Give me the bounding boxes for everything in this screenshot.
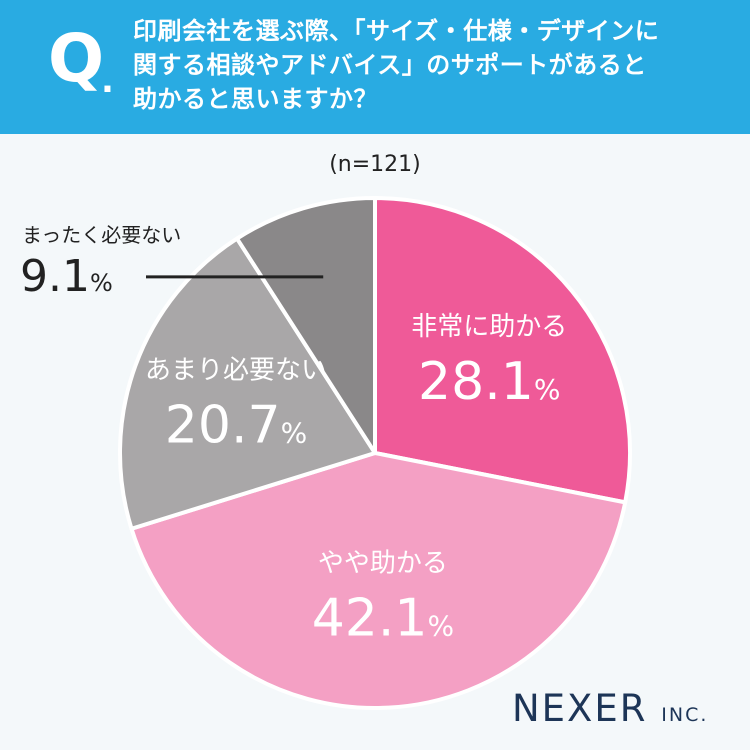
question-line: 印刷会社を選ぶ際、「サイズ・仕様・デザインに xyxy=(133,17,660,45)
pie-slice xyxy=(129,451,628,710)
slice-category-label: あまり必要ない xyxy=(145,355,327,385)
brand-name: NEXER xyxy=(512,687,648,730)
brand-logo: NEXER INC. xyxy=(512,690,708,727)
question-mark: Q xyxy=(48,20,105,97)
question-line: 助かると思いますか？ xyxy=(133,85,378,113)
slice-value-label: 28.1% xyxy=(418,352,560,412)
pie-slice xyxy=(373,196,632,505)
slice-value-label: 9.1% xyxy=(20,251,113,302)
question-text: 印刷会社を選ぶ際、「サイズ・仕様・デザインに 関する相談やアドバイス」のサポート… xyxy=(133,14,733,116)
slice-category-label: やや助かる xyxy=(318,549,448,579)
question-dot: . xyxy=(101,61,114,101)
slice-value-label: 20.7% xyxy=(165,395,307,455)
brand-suffix: INC. xyxy=(661,704,709,726)
question-header: Q . 印刷会社を選ぶ際、「サイズ・仕様・デザインに 関する相談やアドバイス」の… xyxy=(0,0,750,134)
question-line: 関する相談やアドバイス」のサポートがあると xyxy=(133,51,647,79)
slice-value-label: 42.1% xyxy=(312,589,454,649)
sample-size-label: (n=121) xyxy=(329,152,421,177)
pie-slice xyxy=(235,196,377,455)
slice-category-label: 非常に助かる xyxy=(411,312,567,342)
slice-category-label: まったく必要ない xyxy=(22,223,181,247)
pie-slice xyxy=(118,236,377,531)
